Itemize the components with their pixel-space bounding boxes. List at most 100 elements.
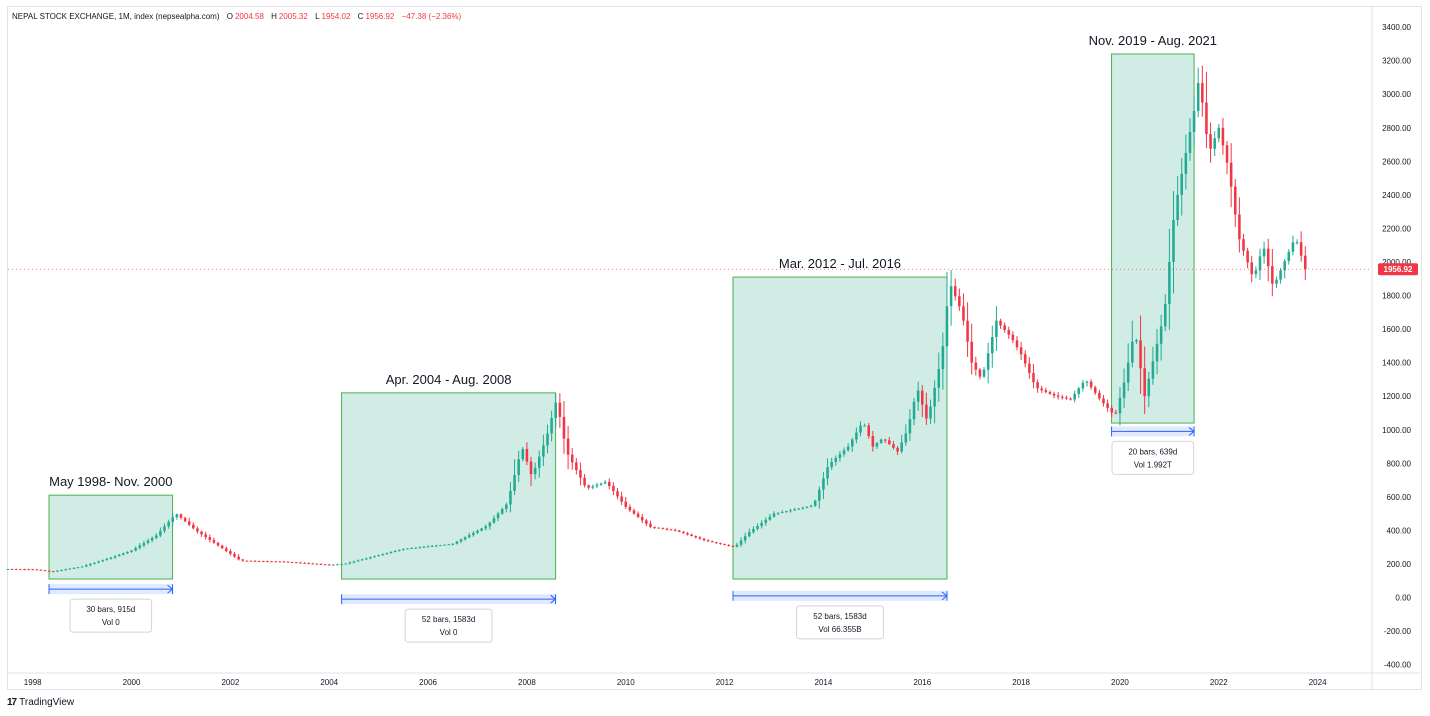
candle-body [1102,398,1105,404]
low-value: 1954.02 [321,12,351,21]
candle-body [327,564,331,566]
price-tick-label: 3400.00 [1382,23,1411,32]
candle-body [908,419,912,434]
candle-body [587,485,590,488]
candle-body [916,390,920,402]
candle-body [381,554,385,556]
price-tick-label: 2200.00 [1382,224,1411,233]
candle-body [47,570,51,572]
candle-body [200,531,203,535]
candle-body [418,547,422,549]
candle-body [846,446,850,451]
candle-body [113,556,117,558]
candle-body [1044,390,1048,393]
candle-body [1023,354,1027,364]
candle-body [562,416,566,439]
candle-body [1279,270,1282,280]
candle-body [1089,381,1093,388]
candle-body [1085,381,1089,383]
candle-body [352,561,356,563]
candle-body [727,544,730,546]
candle-body [237,556,240,560]
price-tick-label: -400.00 [1384,661,1412,670]
candle-body [216,542,220,546]
candle-body [702,538,706,541]
zone-label: Mar. 2012 - Jul. 2016 [779,256,901,271]
candle-body [669,529,673,531]
candle-body [262,561,265,563]
candle-body [389,552,393,554]
candle-body [1266,248,1270,267]
candle-body [295,562,298,564]
time-tick-label: 2002 [221,678,239,687]
price-tick-label: 600.00 [1387,493,1412,502]
highlight-zone[interactable] [48,494,174,580]
candle-body [632,510,636,514]
candle-body [1250,262,1254,275]
candle-body [616,491,619,497]
date-range-volume-label: Vol 1.992T [1134,460,1172,469]
candle-body [97,561,100,563]
candle-body [1147,378,1151,397]
candle-body [245,560,249,562]
candle-body [422,546,426,548]
candle-body [286,561,290,563]
candle-body [855,432,858,440]
candle-body [1139,340,1142,369]
candle-body [84,565,88,567]
symbol-title[interactable]: NEPAL STOCK EXCHANGE, 1M, index (nepseal… [12,12,220,21]
high-label: H [271,12,277,21]
candle-body [1052,393,1056,396]
candle-body [500,509,504,514]
time-tick-label: 2018 [1012,678,1030,687]
candle-body [966,320,969,342]
candle-body [542,445,545,457]
candle-body [369,557,372,559]
arrow-right-icon [550,594,557,604]
time-tick-label: 1998 [24,678,42,687]
candle-body [1287,251,1291,262]
candle-body [1176,194,1179,221]
candle-body [439,545,442,547]
candle-body [805,506,809,508]
candle-body [991,337,994,354]
highlight-zone[interactable] [732,276,948,580]
candle-body [356,560,360,562]
date-range-volume-label: Vol 66.355B [818,625,861,634]
candle-body [1114,412,1118,414]
time-tick-label: 2014 [815,678,833,687]
candle-body [319,563,323,565]
price-tick-label: -200.00 [1384,627,1412,636]
chart-frame [7,6,1422,690]
candle-body [332,564,335,566]
candle-body [179,514,183,518]
candle-body [253,560,257,562]
candle-body [1283,261,1286,271]
candle-body [896,447,899,452]
candle-body [982,369,986,377]
tradingview-branding[interactable]: 17 TradingView [7,697,74,708]
candle-body [1028,363,1031,373]
highlight-zone[interactable] [341,392,557,580]
candle-body [533,467,537,475]
candle-body [698,537,702,539]
candle-body [830,461,833,468]
time-tick-label: 2010 [617,678,635,687]
candle-body [904,433,908,443]
symbol-header: NEPAL STOCK EXCHANGE, 1M, index (nepseal… [12,12,461,21]
candle-body [608,482,611,486]
change-value: −47.38 (−2.36%) [401,12,462,21]
candle-body [138,545,142,549]
candle-body [537,456,541,468]
last-price-tag[interactable] [1378,263,1418,276]
price-tick-label: 800.00 [1387,459,1412,468]
candle-body [509,490,512,505]
candle-body [14,569,18,571]
candle-body [970,341,973,363]
candle-body [925,404,928,419]
candle-body [43,570,47,572]
candle-body [373,556,376,558]
candle-body [591,486,595,488]
candle-body [603,482,607,484]
